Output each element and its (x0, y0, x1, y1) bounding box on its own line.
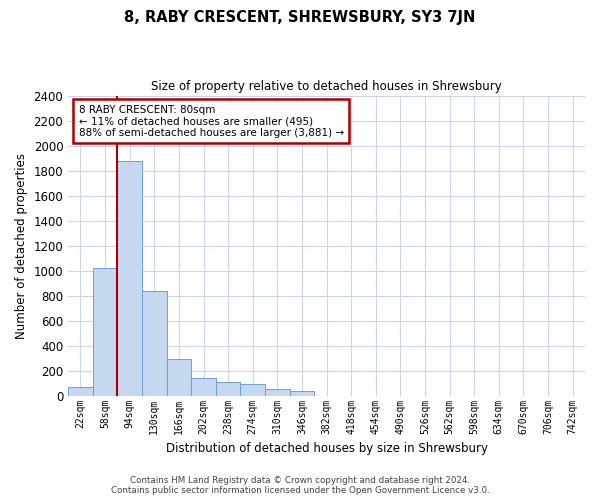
Title: Size of property relative to detached houses in Shrewsbury: Size of property relative to detached ho… (151, 80, 502, 93)
Bar (290, 392, 314, 396)
Text: 8 RABY CRESCENT: 80sqm
← 11% of detached houses are smaller (495)
88% of semi-de: 8 RABY CRESCENT: 80sqm ← 11% of detached… (79, 104, 344, 138)
Bar (167, 359, 191, 396)
Bar (142, 290, 167, 396)
Bar (265, 389, 290, 396)
Bar (216, 382, 241, 396)
Bar (68, 387, 93, 396)
Text: 8, RABY CRESCENT, SHREWSBURY, SY3 7JN: 8, RABY CRESCENT, SHREWSBURY, SY3 7JN (124, 10, 476, 25)
Bar (191, 378, 216, 396)
Y-axis label: Number of detached properties: Number of detached properties (15, 152, 28, 338)
Text: Contains HM Land Registry data © Crown copyright and database right 2024.
Contai: Contains HM Land Registry data © Crown c… (110, 476, 490, 495)
Bar (241, 384, 265, 396)
Bar (93, 268, 118, 396)
Bar (118, 160, 142, 396)
X-axis label: Distribution of detached houses by size in Shrewsbury: Distribution of detached houses by size … (166, 442, 488, 455)
